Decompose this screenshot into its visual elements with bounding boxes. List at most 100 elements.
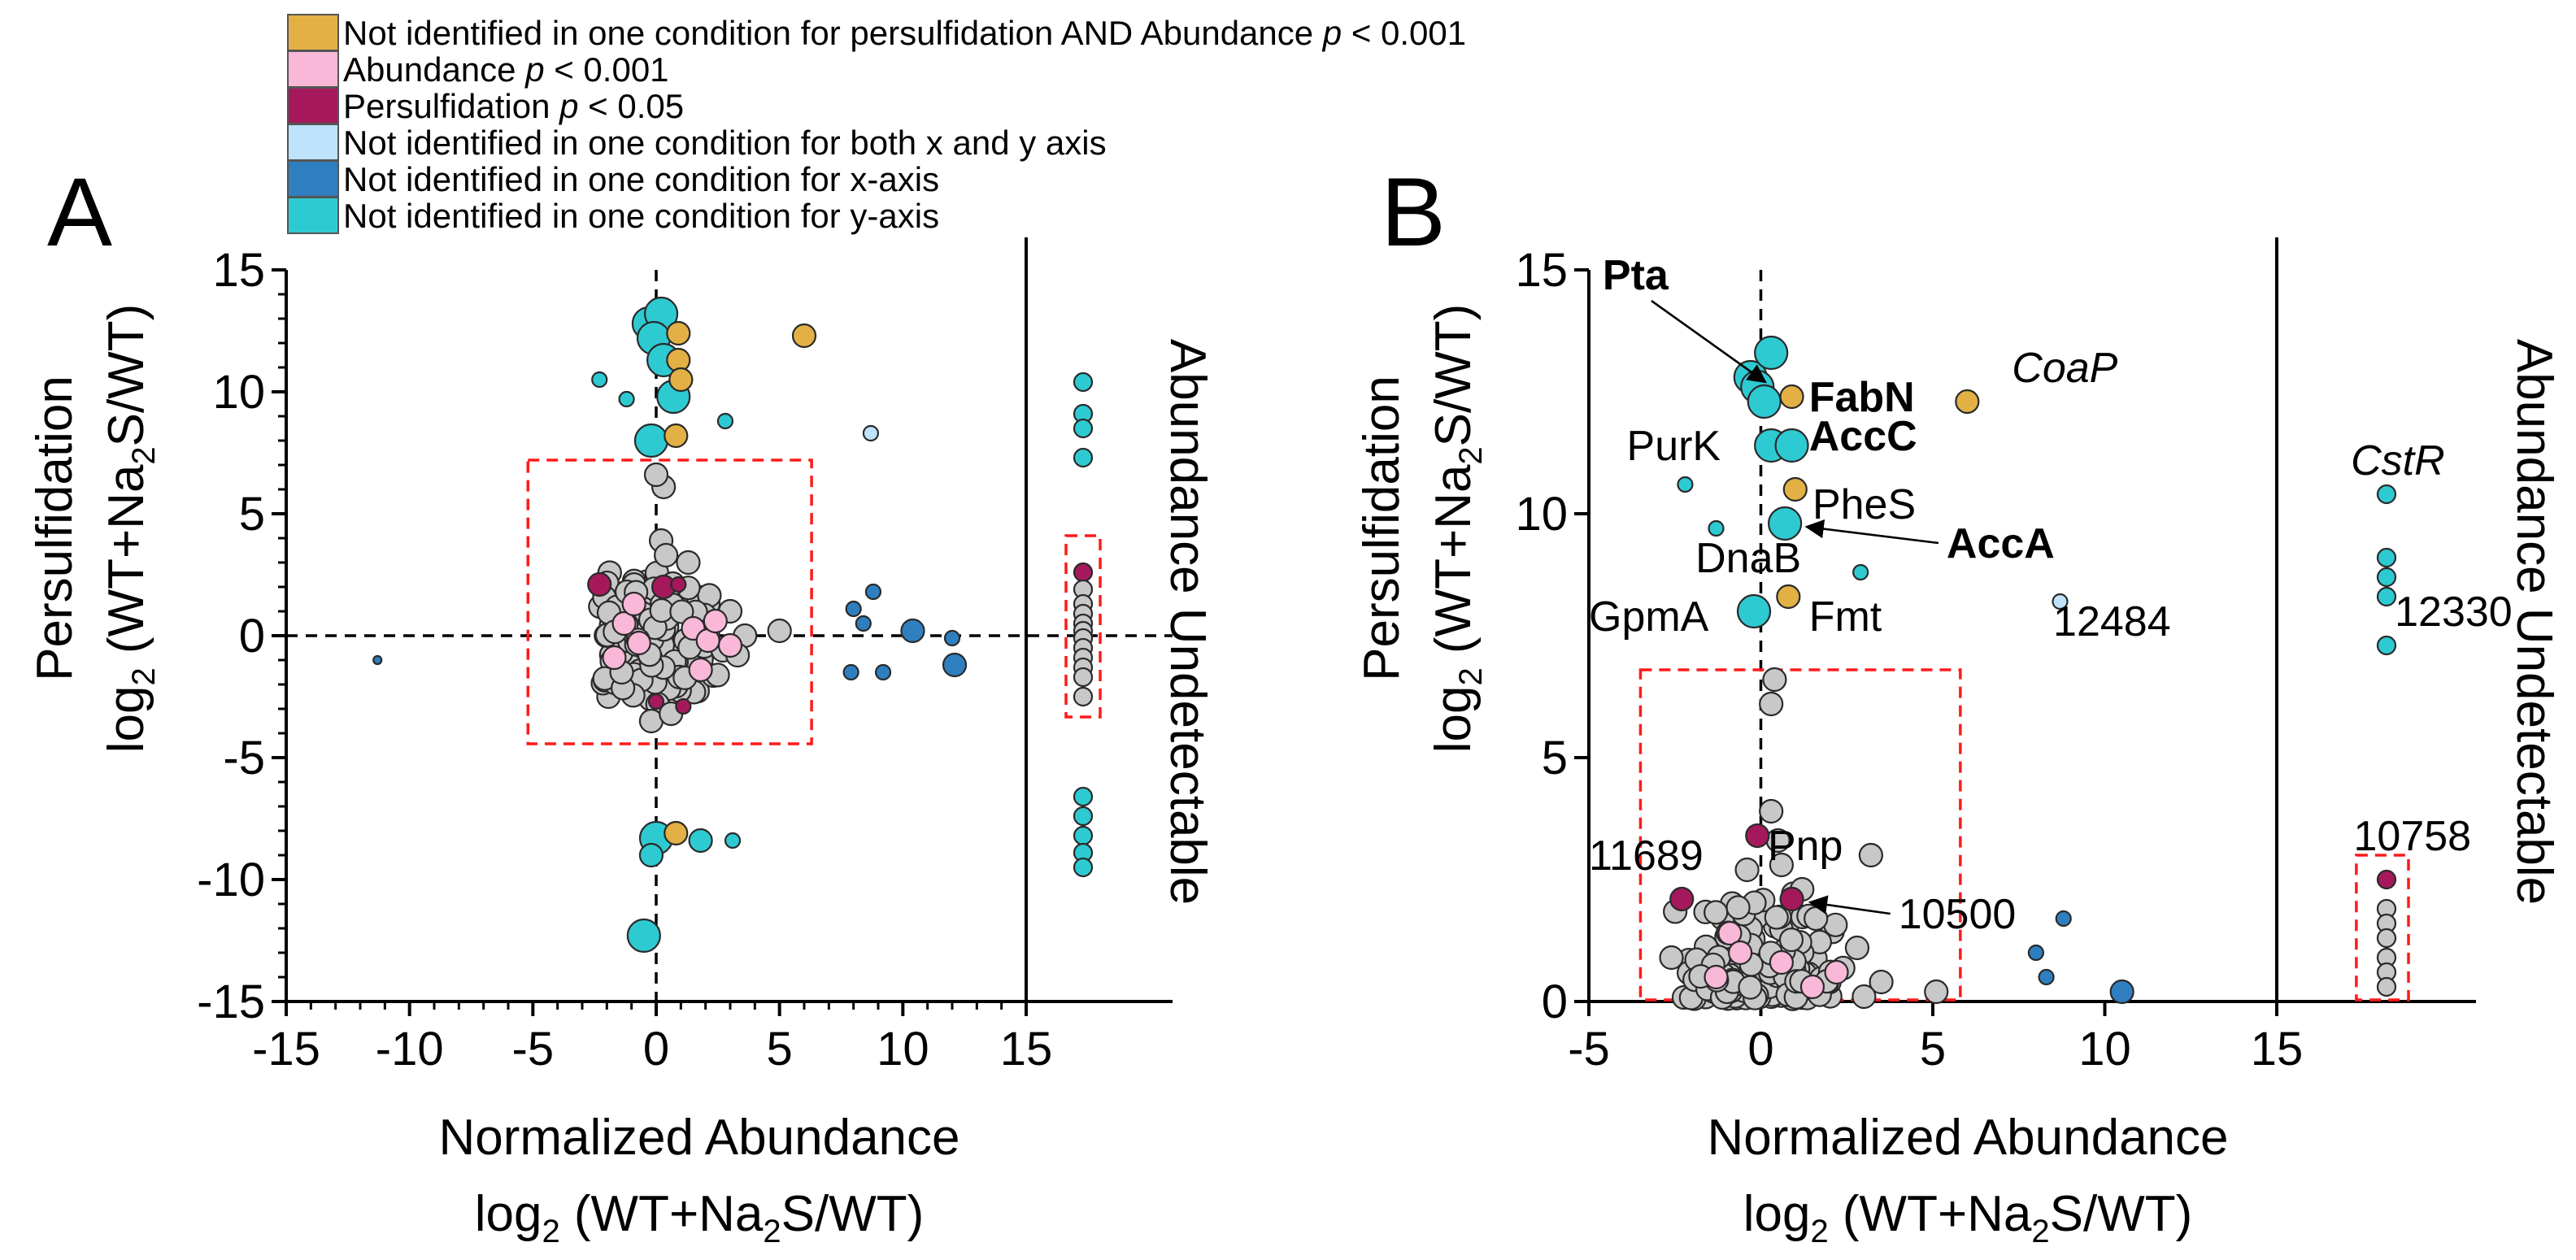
point-label: 12484 (2053, 598, 2171, 645)
data-point (2038, 968, 2055, 986)
panel-a-ylabel-2: log2 (WT+Na2S/WT) (98, 304, 162, 754)
panel-a-roi-boxes (526, 458, 1102, 745)
undetectable-point (1073, 447, 1094, 468)
data-point-gray (1764, 905, 1789, 930)
data-point (591, 371, 608, 389)
data-point (654, 542, 679, 568)
data-point (1677, 476, 1694, 493)
legend-item-abundance-p: Abundance p < 0.001 (287, 50, 669, 89)
legend-item-not-id-persulf-and-abund: Not identified in one condition for pers… (287, 14, 1466, 52)
panel-a-points (372, 296, 968, 954)
panel-b-xlabel-1: Normalized Abundance (1707, 1110, 2228, 1166)
data-point (855, 615, 872, 632)
point-label: CstR (2351, 437, 2445, 484)
data-point (1708, 519, 1725, 537)
data-point (664, 820, 689, 846)
data-point (664, 423, 689, 449)
x-tick-label: 0 (1747, 1023, 1773, 1075)
point-label: PheS (1812, 481, 1916, 528)
y-tick-label: 5 (239, 488, 265, 541)
point-label: PurK (1627, 423, 1721, 470)
y-tick-label: 5 (1542, 732, 1568, 784)
point-label: Fmt (1809, 593, 1882, 641)
data-point (1774, 428, 1809, 463)
data-point (676, 550, 701, 576)
data-point (1734, 857, 1760, 883)
data-point (688, 828, 713, 854)
panel-a-ylabel-1: Persulfidation (27, 376, 83, 681)
data-point (1779, 886, 1804, 912)
data-point (1782, 476, 1808, 502)
y-tick-label: -5 (223, 732, 265, 784)
x-tick-label: 15 (1000, 1023, 1053, 1075)
data-point (1669, 886, 1695, 912)
panel-a-right-label: Abundance Undetectable (1160, 339, 1216, 905)
legend-label: Not identified in one condition for x-ax… (343, 160, 939, 198)
panel-a-axes: -15 -10 -5 0 5 10 15 -15 -10 -5 0 5 10 15 (197, 237, 1173, 1075)
point-label: 10500 (1899, 891, 2017, 938)
undetectable-point (2376, 928, 2397, 949)
data-point (2027, 944, 2044, 962)
legend-swatch (287, 14, 339, 51)
annotation-arrow (1808, 895, 1891, 915)
undetectable-point (1073, 786, 1094, 807)
data-point (942, 652, 968, 678)
panel-b-ylabel-1: Persulfidation (1354, 376, 1410, 681)
data-point (1955, 389, 1980, 415)
data-point (602, 645, 627, 671)
data-point (1869, 969, 1894, 995)
point-label: GpmA (1589, 593, 1709, 641)
panel-a-xlabel-1: Normalized Abundance (438, 1110, 959, 1166)
x-tick-label: 10 (877, 1023, 929, 1075)
x-tick-label: -5 (512, 1023, 555, 1075)
data-point (666, 320, 691, 346)
undetectable-point (2376, 484, 2397, 505)
data-point (717, 632, 743, 658)
roi-box (2355, 854, 2410, 1001)
y-tick-label: -10 (197, 854, 265, 906)
x-tick-label: 15 (2251, 1023, 2304, 1075)
x-tick-label: 5 (1920, 1023, 1946, 1075)
legend-item-not-id-x: Not identified in one condition for x-ax… (287, 160, 939, 198)
undetectable-point (1073, 418, 1094, 439)
data-point (1858, 842, 1883, 868)
x-tick-label: -10 (376, 1023, 444, 1075)
y-tick-label: 0 (239, 610, 265, 663)
panel-a: A -15 -10 -5 0 5 10 15 -15 -10 -5 0 5 10 15 Persulfid… (27, 158, 1216, 1249)
panel-b-ylabel-2: log2 (WT+Na2S/WT) (1425, 304, 1489, 754)
data-point (1769, 852, 1794, 878)
y-tick-label: 15 (1515, 244, 1568, 297)
data-point-gray (1725, 895, 1751, 920)
point-label: AccC (1809, 413, 1917, 460)
data-point (633, 423, 669, 458)
undetectable-point (2376, 586, 2397, 607)
data-point (1728, 940, 1753, 966)
legend-label: Not identified in one condition for pers… (343, 14, 1466, 52)
data-point (900, 618, 925, 644)
legend-label: Not identified in one condition for y-ax… (343, 197, 939, 235)
data-point (638, 842, 664, 868)
panel-b-undetectable-points (2376, 484, 2397, 997)
data-point (2052, 593, 2069, 610)
data-point (626, 630, 651, 656)
data-point (587, 571, 612, 597)
legend-label: Not identified in one condition for both… (343, 124, 1107, 162)
data-point-gray (1778, 927, 1804, 953)
data-point (2055, 910, 2072, 928)
data-point (1747, 384, 1782, 419)
data-point (643, 462, 669, 488)
undetectable-point (1073, 686, 1094, 707)
point-label: 10758 (2354, 813, 2472, 860)
data-point (1704, 964, 1729, 990)
roi-box (526, 458, 813, 745)
point-label: 12330 (2395, 589, 2513, 636)
x-tick-label: 5 (767, 1023, 793, 1075)
data-point (1804, 906, 1829, 932)
data-point (1759, 798, 1784, 824)
point-label: CoaP (2012, 345, 2117, 392)
annotation-arrow (1804, 519, 1939, 545)
data-point (864, 583, 882, 601)
data-point (618, 390, 635, 408)
data-point (675, 697, 692, 715)
